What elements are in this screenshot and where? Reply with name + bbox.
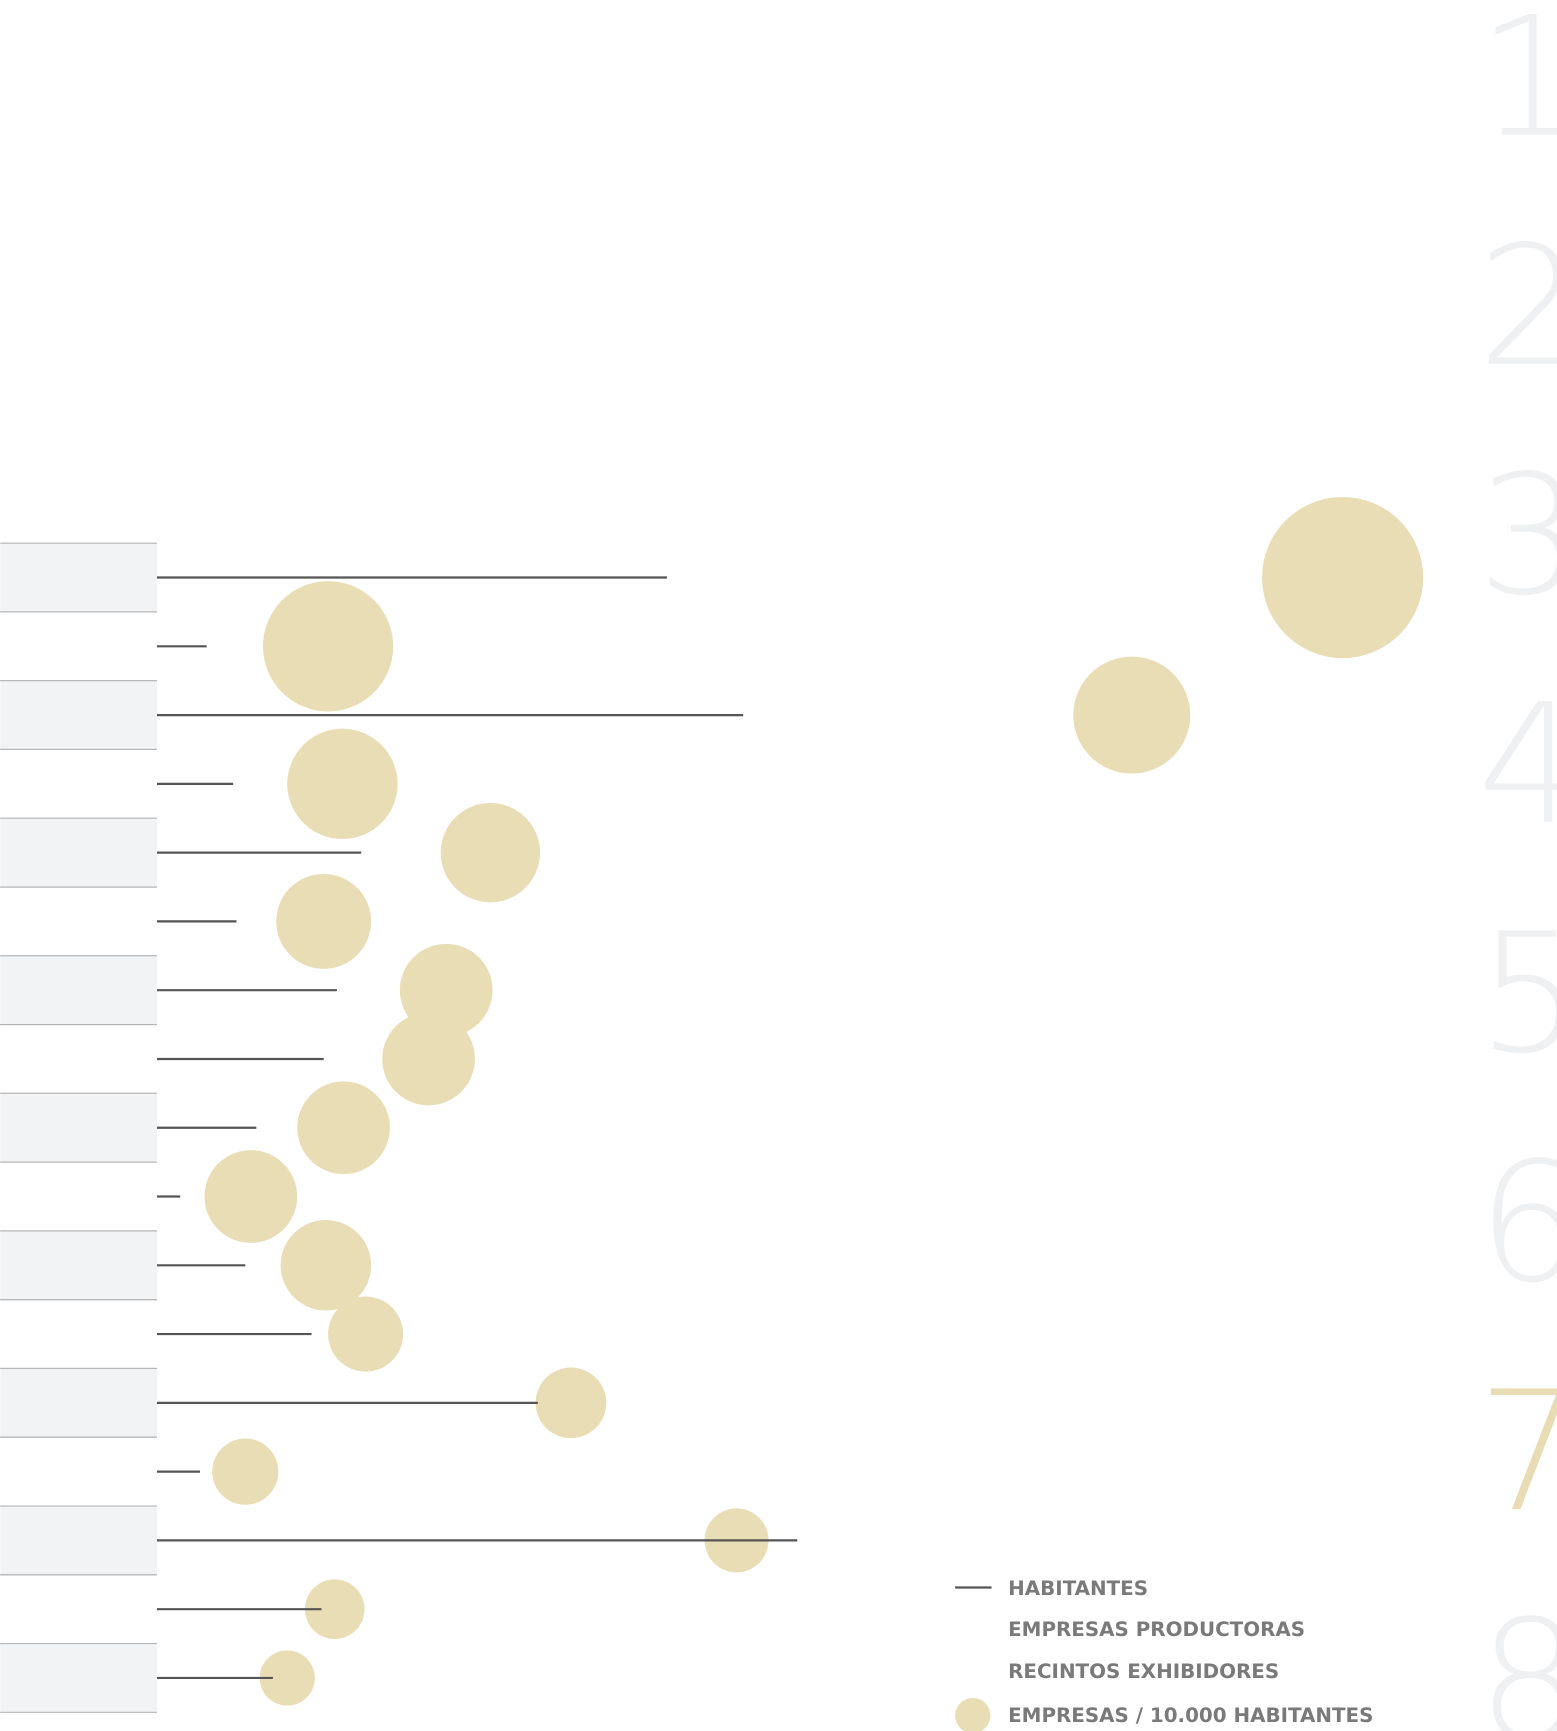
legend-label: RECINTOS EXHIBIDORES [1008, 1660, 1279, 1683]
row-band [0, 680, 157, 750]
bubble [440, 802, 541, 903]
bubble [212, 1438, 279, 1505]
bubble [382, 1012, 475, 1106]
row-band [0, 955, 157, 1025]
bubble [304, 1579, 365, 1639]
bubble [276, 873, 372, 969]
step-number: 7 [1477, 1356, 1557, 1549]
row-band [0, 1506, 157, 1575]
bubble [1262, 496, 1424, 659]
row-band [0, 543, 157, 612]
bubble [297, 1081, 390, 1175]
legend-label: EMPRESAS PRODUCTORAS [1008, 1618, 1305, 1641]
row-band [0, 818, 157, 888]
bubble [280, 1220, 372, 1311]
legend-label: HABITANTES [1008, 1577, 1148, 1600]
step-number: 8 [1477, 1585, 1557, 1731]
bubble [328, 1296, 404, 1372]
bubble [262, 581, 394, 712]
bubble [287, 728, 398, 840]
legend-bubble [955, 1697, 991, 1731]
step-number: 6 [1477, 1127, 1557, 1320]
row-band [0, 1093, 157, 1163]
row-band [0, 1368, 157, 1438]
step-number: 3 [1477, 440, 1557, 633]
bubble [535, 1367, 607, 1439]
step-number: 4 [1477, 669, 1557, 862]
row-band [0, 1643, 157, 1713]
row-band [0, 1230, 157, 1300]
legend-label: EMPRESAS / 10.000 HABITANTES [1008, 1704, 1373, 1727]
step-number: 1 [1477, 0, 1557, 175]
bubble [259, 1650, 315, 1706]
bubble [204, 1150, 298, 1243]
step-number: 5 [1477, 898, 1557, 1091]
step-number: 2 [1477, 211, 1557, 404]
bubble [1073, 656, 1191, 774]
